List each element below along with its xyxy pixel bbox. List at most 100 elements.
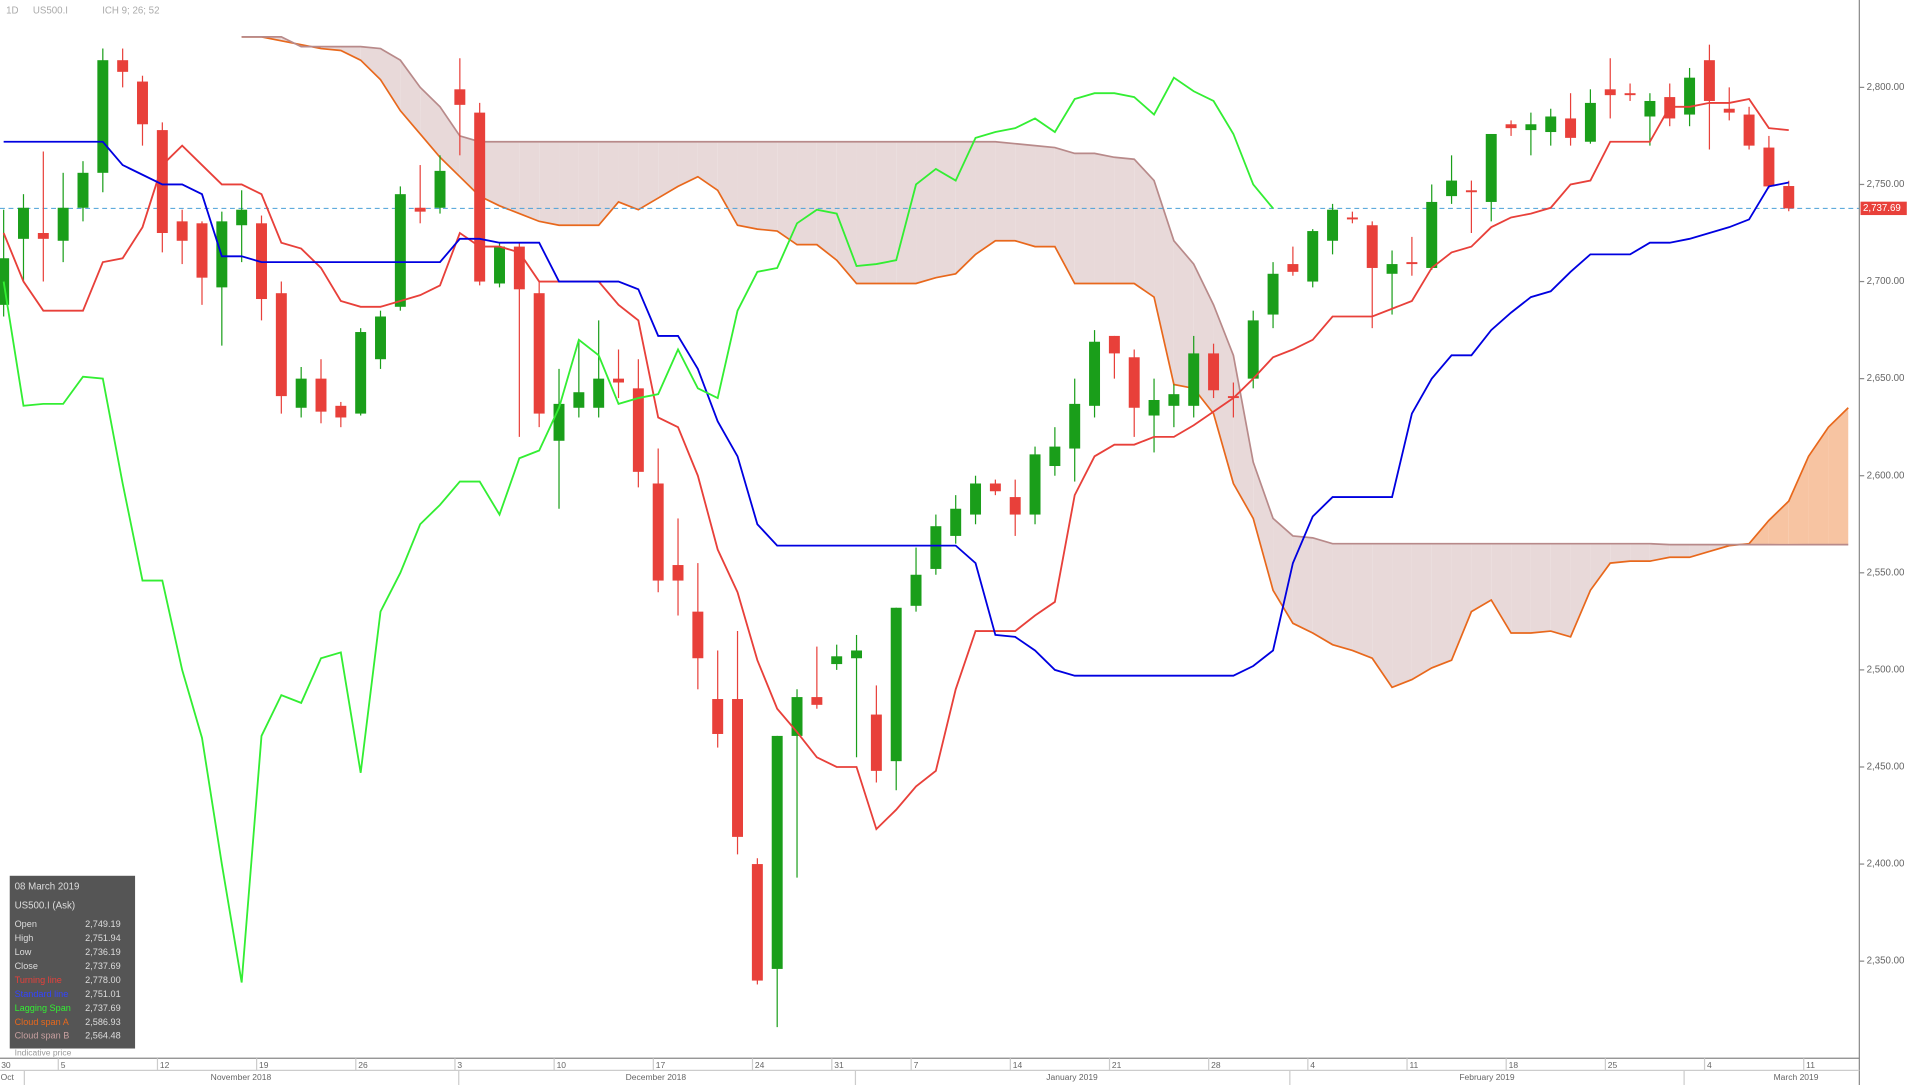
info-label: Standard line [15, 989, 69, 999]
x-tick-label: 18 [1509, 1060, 1519, 1070]
cloud-fill [975, 141, 996, 255]
month-label: Oct [1, 1072, 15, 1082]
cloud-fill [598, 141, 619, 226]
plot-area [0, 36, 1860, 1028]
cloud-fill [380, 48, 401, 111]
cloud-fill [638, 141, 659, 210]
cloud-fill [1035, 145, 1055, 247]
cloud-fill [261, 36, 282, 41]
x-tick-label: 4 [1707, 1060, 1712, 1070]
candle-body [275, 293, 287, 397]
candle-body [1525, 124, 1537, 131]
cloud-fill [1610, 543, 1631, 564]
info-label: Turning line [15, 975, 62, 985]
cloud-fill [1570, 543, 1591, 637]
month-label: February 2019 [1459, 1072, 1515, 1082]
candle-body [1644, 100, 1656, 117]
candle-body [989, 483, 1001, 492]
month-label: November 2018 [211, 1072, 272, 1082]
candle-body [256, 223, 267, 300]
candle-body [593, 378, 605, 408]
y-tick-label: 2,450.00 [1867, 762, 1905, 773]
candle-body [315, 378, 327, 412]
candle-body [1148, 399, 1160, 416]
candle-body [1188, 353, 1200, 406]
candle-body [1108, 335, 1120, 354]
cloud-fill [1451, 543, 1472, 661]
cloud-fill [618, 141, 639, 210]
indicator-line [2, 98, 1789, 831]
candle-body [1386, 264, 1398, 274]
candle-body [1287, 264, 1299, 272]
candle-body [632, 388, 644, 472]
candle-body [355, 332, 367, 414]
cloud-fill [916, 141, 936, 284]
candle-body [1763, 147, 1775, 187]
cloud-fill [1550, 543, 1571, 637]
info-label: Cloud span A [15, 1017, 70, 1027]
candle-body [1565, 118, 1577, 138]
cloud-fill [1352, 543, 1373, 659]
candle-body [1267, 273, 1279, 315]
cloud-fill [777, 141, 798, 245]
candle-body [732, 699, 744, 837]
info-value: 2,564.48 [85, 1031, 120, 1041]
cloud-fill [816, 141, 837, 261]
cloud-fill [1808, 427, 1829, 545]
cloud-fill [876, 141, 897, 284]
x-tick-label: 12 [160, 1060, 170, 1070]
candle-body [414, 207, 426, 212]
cloud-fill [1312, 537, 1333, 645]
cloud-fill [1491, 543, 1512, 634]
cloud-fill [1054, 147, 1075, 284]
info-value: 2,751.94 [85, 933, 120, 943]
candle-body [851, 650, 863, 659]
cloud-fill [1530, 543, 1551, 634]
cloud-fill [896, 141, 917, 284]
candle-body [474, 112, 486, 282]
candle-body [712, 699, 724, 734]
cloud-fill [360, 46, 381, 80]
info-label: Lagging Span [15, 1003, 71, 1013]
cloud-fill [1431, 543, 1452, 668]
cloud-fill [1074, 153, 1095, 284]
candle-body [117, 60, 129, 72]
info-panel: 08 March 2019 US500.I (Ask) Indicative p… [9, 875, 136, 1058]
cloud-fill [519, 141, 540, 222]
cloud-fill [856, 141, 877, 284]
candle-body [1208, 353, 1220, 391]
cloud-span [241, 36, 1849, 546]
y-tick-label: 2,650.00 [1867, 373, 1905, 384]
cloud-fill [340, 46, 361, 61]
cloud-fill [1173, 240, 1194, 389]
candle-body [672, 565, 684, 581]
candle-body [791, 697, 803, 736]
cloud-fill [1372, 543, 1393, 688]
cloud-fill [1253, 462, 1274, 591]
cloud-fill [995, 141, 1016, 241]
x-tick-label: 7 [914, 1060, 919, 1070]
candle-body [1168, 394, 1180, 406]
y-tick-label: 2,800.00 [1867, 82, 1905, 93]
cloud-fill [1134, 159, 1155, 298]
candle-body [295, 378, 307, 408]
candle-body [1366, 225, 1378, 268]
info-footer: Indicative price [15, 1048, 72, 1058]
month-label: December 2018 [626, 1072, 687, 1082]
x-tick-label: 26 [358, 1060, 368, 1070]
candle-body [1446, 180, 1458, 197]
cloud-fill [717, 141, 738, 226]
candle-body [1426, 201, 1438, 268]
candle-body [930, 526, 942, 569]
candle-body [1624, 93, 1636, 96]
cloud-fill [1788, 456, 1809, 545]
candle-body [1723, 108, 1735, 113]
cloud-fill [1689, 544, 1710, 558]
candle-body [652, 483, 664, 581]
candle-body [1703, 60, 1715, 101]
info-value: 2,736.19 [85, 947, 120, 957]
candle-body [1743, 114, 1755, 146]
candle-body [236, 209, 248, 226]
